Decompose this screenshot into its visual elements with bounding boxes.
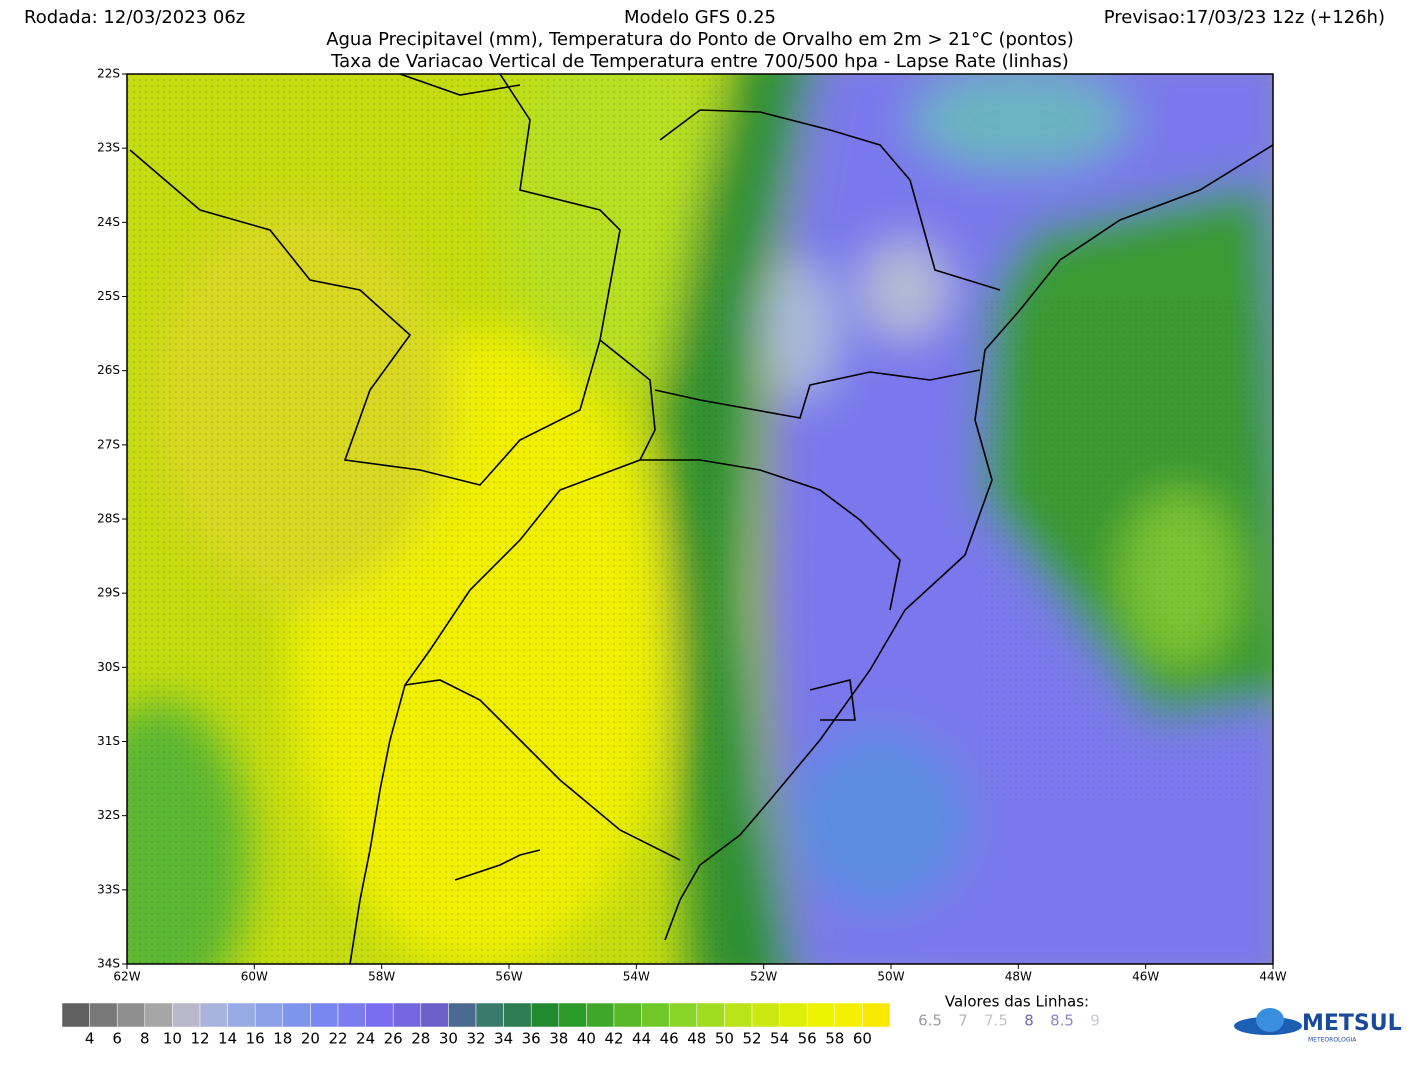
- logo-sub: METEOROLOGIA: [1308, 1037, 1357, 1044]
- colorbar-box: [282, 1002, 311, 1028]
- colorbar-box: [558, 1002, 587, 1028]
- colorbar-label: 42: [604, 1030, 623, 1048]
- lat-label: 23S: [97, 141, 120, 155]
- logo: METSUL METEOROLOGIA: [1234, 1008, 1402, 1044]
- lon-label: 44W: [1259, 970, 1286, 984]
- colorbar-box: [420, 1002, 449, 1028]
- colorbar-label: 56: [798, 1030, 817, 1048]
- colorbar-box: [337, 1002, 366, 1028]
- colorbar-box: [254, 1002, 284, 1028]
- forecast-label: Previsao:17/03/23 12z (+126h): [1104, 7, 1385, 28]
- colorbar-label: 54: [770, 1030, 789, 1048]
- lon-label: 58W: [368, 970, 395, 984]
- colorbar-label: 58: [825, 1030, 844, 1048]
- colorbar-label: 32: [466, 1030, 485, 1048]
- model-label: Modelo GFS 0.25: [624, 7, 776, 28]
- lon-label: 52W: [750, 970, 777, 984]
- colorbar-box: [834, 1002, 863, 1028]
- colorbar-label: 6: [112, 1030, 122, 1048]
- colorbar-box: [144, 1002, 173, 1028]
- colorbar-label: 50: [715, 1030, 734, 1048]
- lat-label: 29S: [97, 586, 120, 600]
- colorbar-box: [696, 1002, 725, 1028]
- colorbar-box: [641, 1002, 670, 1028]
- lon-label: 54W: [623, 970, 650, 984]
- colorbar-box: [586, 1002, 615, 1028]
- subtitle: Taxa de Variacao Vertical de Temperatura…: [330, 51, 1069, 72]
- colorbar-box: [310, 1002, 339, 1028]
- colorbar-box: [116, 1002, 146, 1028]
- logo-name: METSUL: [1302, 1011, 1402, 1036]
- colorbar-label: 8: [140, 1030, 150, 1048]
- colorbar-box: [448, 1002, 477, 1028]
- legend-title: Valores das Linhas:: [945, 993, 1089, 1011]
- colorbar-box: [779, 1002, 808, 1028]
- colorbar-box: [806, 1002, 836, 1028]
- colorbar-box: [392, 1002, 422, 1028]
- colorbar-box: [751, 1002, 780, 1028]
- colorbar-box: [89, 1002, 118, 1028]
- colorbar-label: 60: [853, 1030, 872, 1048]
- lat-label: 26S: [97, 363, 120, 377]
- colorbar-box: [503, 1002, 532, 1028]
- colorbar-label: 48: [687, 1030, 706, 1048]
- lat-label: 24S: [97, 215, 120, 229]
- colorbar-label: 4: [85, 1030, 95, 1048]
- lon-label: 48W: [1005, 970, 1032, 984]
- colorbar-label: 36: [522, 1030, 541, 1048]
- lat-label: 22S: [97, 67, 120, 81]
- colorbar-box: [172, 1002, 201, 1028]
- colorbar-box: [227, 1002, 256, 1028]
- colorbar-label: 22: [328, 1030, 347, 1048]
- colorbar-label: 14: [218, 1030, 237, 1048]
- legend-value: 7: [958, 1012, 968, 1030]
- colorbar-label: 40: [577, 1030, 596, 1048]
- colorbar-label: 18: [273, 1030, 292, 1048]
- colorbar-label: 52: [742, 1030, 761, 1048]
- colorbar-box: [199, 1002, 228, 1028]
- legend-value: 8.5: [1050, 1012, 1074, 1030]
- colorbar-box: [862, 1002, 891, 1028]
- colorbar-label: 10: [163, 1030, 182, 1048]
- colorbar-label: 44: [632, 1030, 651, 1048]
- colorbar-box: [668, 1002, 698, 1028]
- lat-label: 28S: [97, 512, 120, 526]
- lon-label: 60W: [241, 970, 268, 984]
- lon-label: 62W: [113, 970, 140, 984]
- colorbar-box: [475, 1002, 504, 1028]
- lon-label: 46W: [1132, 970, 1159, 984]
- lon-label: 50W: [877, 970, 904, 984]
- run-label: Rodada: 12/03/2023 06z: [24, 7, 245, 28]
- colorbar-label: 20: [301, 1030, 320, 1048]
- legend-value: 9: [1090, 1012, 1100, 1030]
- subtitle: Agua Precipitavel (mm), Temperatura do P…: [326, 29, 1074, 50]
- colorbar-label: 38: [549, 1030, 568, 1048]
- legend-value: 8: [1024, 1012, 1034, 1030]
- colorbar-label: 24: [356, 1030, 375, 1048]
- colorbar-box: [61, 1002, 90, 1028]
- lat-label: 30S: [97, 660, 120, 674]
- lat-label: 25S: [97, 289, 120, 303]
- colorbar-label: 16: [246, 1030, 265, 1048]
- colorbar-label: 12: [190, 1030, 209, 1048]
- colorbar-box: [530, 1002, 560, 1028]
- lat-label: 27S: [97, 437, 120, 451]
- colorbar-label: 26: [384, 1030, 403, 1048]
- colorbar-box: [365, 1002, 394, 1028]
- lat-label: 34S: [97, 957, 120, 971]
- lat-label: 31S: [97, 734, 120, 748]
- colorbar-box: [724, 1002, 753, 1028]
- colorbar-label: 34: [494, 1030, 513, 1048]
- lon-label: 56W: [495, 970, 522, 984]
- map-field: [127, 74, 1273, 964]
- lat-label: 33S: [97, 882, 120, 896]
- legend-value: 7.5: [984, 1012, 1008, 1030]
- colorbar-label: 30: [439, 1030, 458, 1048]
- colorbar-box: [613, 1002, 642, 1028]
- lat-label: 32S: [97, 808, 120, 822]
- colorbar-label: 46: [660, 1030, 679, 1048]
- colorbar-label: 28: [411, 1030, 430, 1048]
- legend-value: 6.5: [918, 1012, 942, 1030]
